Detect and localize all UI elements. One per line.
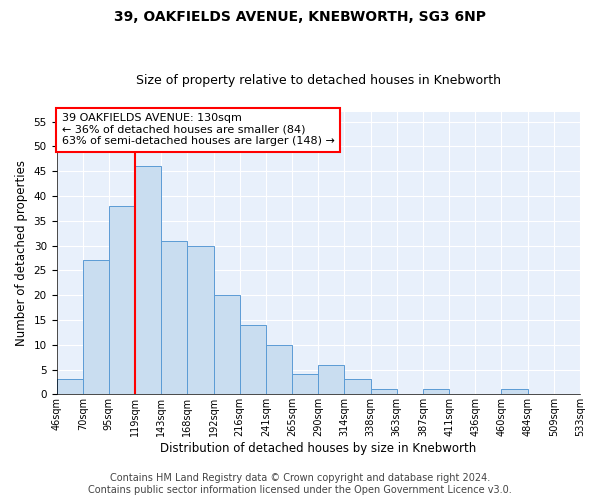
Bar xyxy=(371,390,397,394)
Bar xyxy=(187,246,214,394)
Bar xyxy=(135,166,161,394)
Bar xyxy=(214,295,240,394)
Text: Contains HM Land Registry data © Crown copyright and database right 2024.
Contai: Contains HM Land Registry data © Crown c… xyxy=(88,474,512,495)
Title: Size of property relative to detached houses in Knebworth: Size of property relative to detached ho… xyxy=(136,74,501,87)
Bar xyxy=(109,206,135,394)
Text: 39, OAKFIELDS AVENUE, KNEBWORTH, SG3 6NP: 39, OAKFIELDS AVENUE, KNEBWORTH, SG3 6NP xyxy=(114,10,486,24)
Bar xyxy=(318,364,344,394)
Bar xyxy=(240,325,266,394)
Bar xyxy=(266,344,292,395)
X-axis label: Distribution of detached houses by size in Knebworth: Distribution of detached houses by size … xyxy=(160,442,476,455)
Bar xyxy=(292,374,318,394)
Bar xyxy=(423,390,449,394)
Bar xyxy=(502,390,527,394)
Bar xyxy=(161,240,187,394)
Bar xyxy=(56,380,83,394)
Bar xyxy=(83,260,109,394)
Bar xyxy=(344,380,371,394)
Text: 39 OAKFIELDS AVENUE: 130sqm
← 36% of detached houses are smaller (84)
63% of sem: 39 OAKFIELDS AVENUE: 130sqm ← 36% of det… xyxy=(62,113,335,146)
Y-axis label: Number of detached properties: Number of detached properties xyxy=(15,160,28,346)
